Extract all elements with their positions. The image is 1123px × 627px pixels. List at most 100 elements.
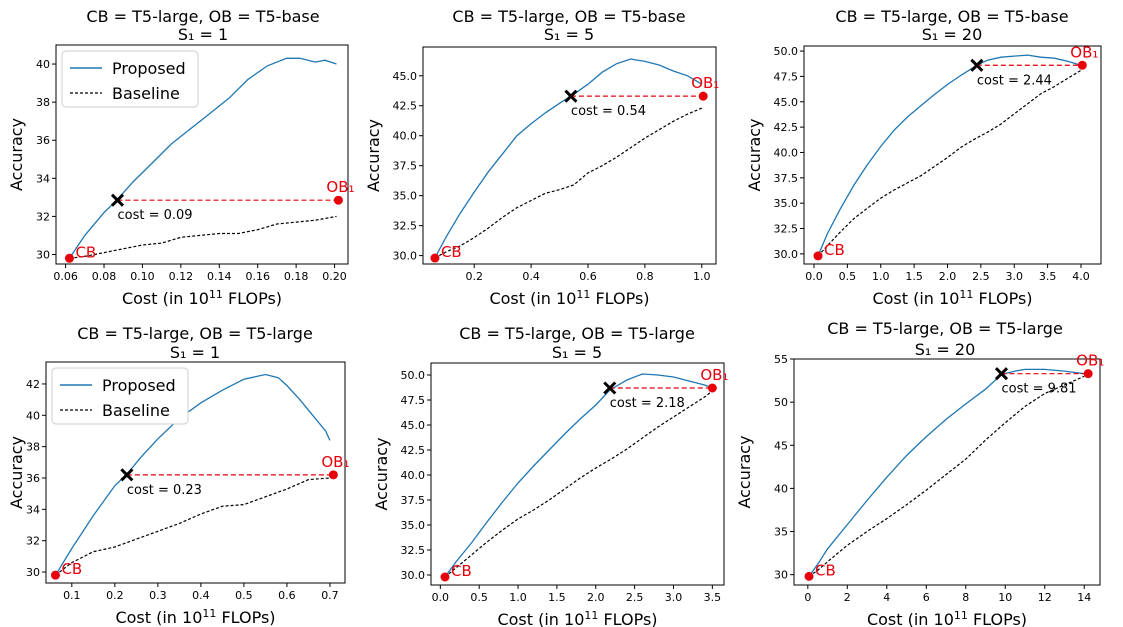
plot-frame [803, 45, 1102, 265]
y-tick-label: 40 [774, 482, 788, 495]
chart-subtitle: S₁ = 20 [915, 340, 976, 359]
x-tick-label: 0.5 [470, 591, 488, 604]
y-tick-label: 34 [36, 172, 50, 185]
x-tick-label: 0.08 [92, 270, 117, 283]
y-tick-label: 45.0 [401, 419, 426, 432]
cost-annotation: cost = 9.81 [1001, 382, 1076, 397]
ob-point [1083, 369, 1093, 379]
x-tick-label: 0.2 [465, 270, 483, 283]
y-tick-label: 30.0 [401, 569, 426, 582]
x-tick-label: 2.0 [587, 591, 605, 604]
x-axis-label: Cost (in 1011 FLOPs) [497, 609, 657, 627]
y-tick-label: 42.5 [774, 121, 799, 134]
ob-point [333, 195, 343, 205]
y-tick-label: 37.5 [401, 494, 426, 507]
x-tick-label: 0.1 [63, 589, 81, 602]
x-tick-label: 0.2 [106, 589, 124, 602]
y-tick-label: 32 [36, 210, 50, 223]
x-tick-label: 3.0 [665, 591, 683, 604]
chart-title: CB = T5-large, OB = T5-base [86, 7, 319, 26]
y-tick-label: 30 [36, 248, 50, 261]
x-tick-label: 1.0 [509, 591, 527, 604]
y-tick-label: 36 [26, 472, 40, 485]
x-tick-label: 3.5 [1039, 270, 1057, 283]
x-tick-label: 0.12 [169, 270, 194, 283]
crossover-marker [994, 367, 1009, 381]
y-tick-label: 32.5 [774, 223, 799, 236]
x-tick-label: 2.0 [939, 270, 957, 283]
y-tick-label: 30 [774, 569, 788, 582]
x-tick-label: 2.5 [626, 591, 644, 604]
y-axis-label: Accuracy [364, 119, 383, 192]
plot-frame [430, 362, 725, 586]
proposed-line [817, 54, 1082, 257]
x-tick-label: 6 [923, 591, 930, 604]
chart-title: CB = T5-large, OB = T5-base [452, 7, 685, 26]
cb-label: CB [441, 243, 462, 261]
baseline-line [817, 69, 1082, 257]
y-tick-label: 42 [26, 378, 40, 391]
x-tick-label: 0.4 [192, 589, 210, 602]
x-tick-label: 2 [844, 591, 851, 604]
x-axis-label: Cost (in 1011 FLOPs) [115, 607, 275, 627]
ob-label: OB₁ [326, 178, 354, 196]
y-tick-label: 32.5 [401, 544, 426, 557]
y-tick-label: 55 [774, 353, 788, 366]
cb-point [50, 570, 60, 580]
x-tick-label: 12 [1038, 591, 1052, 604]
y-tick-label: 40.0 [401, 469, 426, 482]
x-tick-label: 1.0 [872, 270, 890, 283]
legend-proposed-label: Proposed [112, 59, 186, 78]
y-tick-label: 35.0 [401, 519, 426, 532]
ob-point [1077, 60, 1087, 70]
cb-label: CB [75, 243, 96, 261]
x-tick-label: 0.3 [149, 589, 167, 602]
y-tick-label: 50.0 [401, 369, 426, 382]
cb-point [813, 251, 823, 261]
chart-subtitle: S₁ = 1 [170, 343, 220, 362]
y-tick-label: 37.5 [393, 160, 418, 173]
x-tick-label: 0.18 [284, 270, 309, 283]
y-tick-label: 32.5 [393, 220, 418, 233]
baseline-line [69, 215, 337, 259]
ob-point [707, 383, 717, 393]
y-tick-label: 47.5 [401, 394, 426, 407]
x-tick-label: 0.8 [636, 270, 654, 283]
y-tick-label: 40.0 [774, 146, 799, 159]
x-tick-label: 1.5 [905, 270, 923, 283]
y-tick-label: 37.5 [774, 172, 799, 185]
x-axis-label: Cost (in 1011 FLOPs) [489, 288, 649, 309]
cost-annotation: cost = 2.18 [610, 396, 685, 411]
y-tick-label: 38 [36, 96, 50, 109]
x-tick-label: 0.5 [839, 270, 857, 283]
y-axis-label: Accuracy [7, 118, 26, 191]
crossover-marker [603, 381, 617, 395]
y-axis-label: Accuracy [745, 118, 764, 191]
cb-point [64, 253, 74, 263]
cost-annotation: cost = 0.09 [117, 208, 192, 223]
cb-label: CB [824, 241, 845, 259]
crossover-marker [120, 468, 134, 482]
crossover-marker [110, 193, 125, 207]
x-tick-label: 0.4 [522, 270, 540, 283]
y-tick-label: 40 [36, 58, 50, 71]
crossover-marker [970, 58, 984, 72]
chart-title: CB = T5-large, OB = T5-large [827, 319, 1063, 338]
cb-label: CB [815, 561, 836, 579]
x-tick-label: 0.16 [245, 270, 270, 283]
subplot-6: CB = T5-large, OB = T5-large S₁ = 20 0 2 4 6 8… [735, 319, 1104, 627]
x-tick-label: 0 [804, 591, 811, 604]
y-tick-label: 38 [26, 441, 40, 454]
plot-frame [55, 44, 349, 265]
y-tick-label: 47.5 [774, 70, 799, 83]
y-tick-label: 40 [26, 409, 40, 422]
x-tick-label: 3.5 [704, 591, 722, 604]
y-tick-label: 45.0 [393, 70, 418, 83]
chart-subtitle: S₁ = 1 [178, 25, 228, 44]
cost-annotation: cost = 0.54 [571, 104, 646, 119]
y-tick-label: 32 [26, 535, 40, 548]
x-tick-label: 8 [962, 591, 969, 604]
proposed-line [54, 373, 331, 576]
